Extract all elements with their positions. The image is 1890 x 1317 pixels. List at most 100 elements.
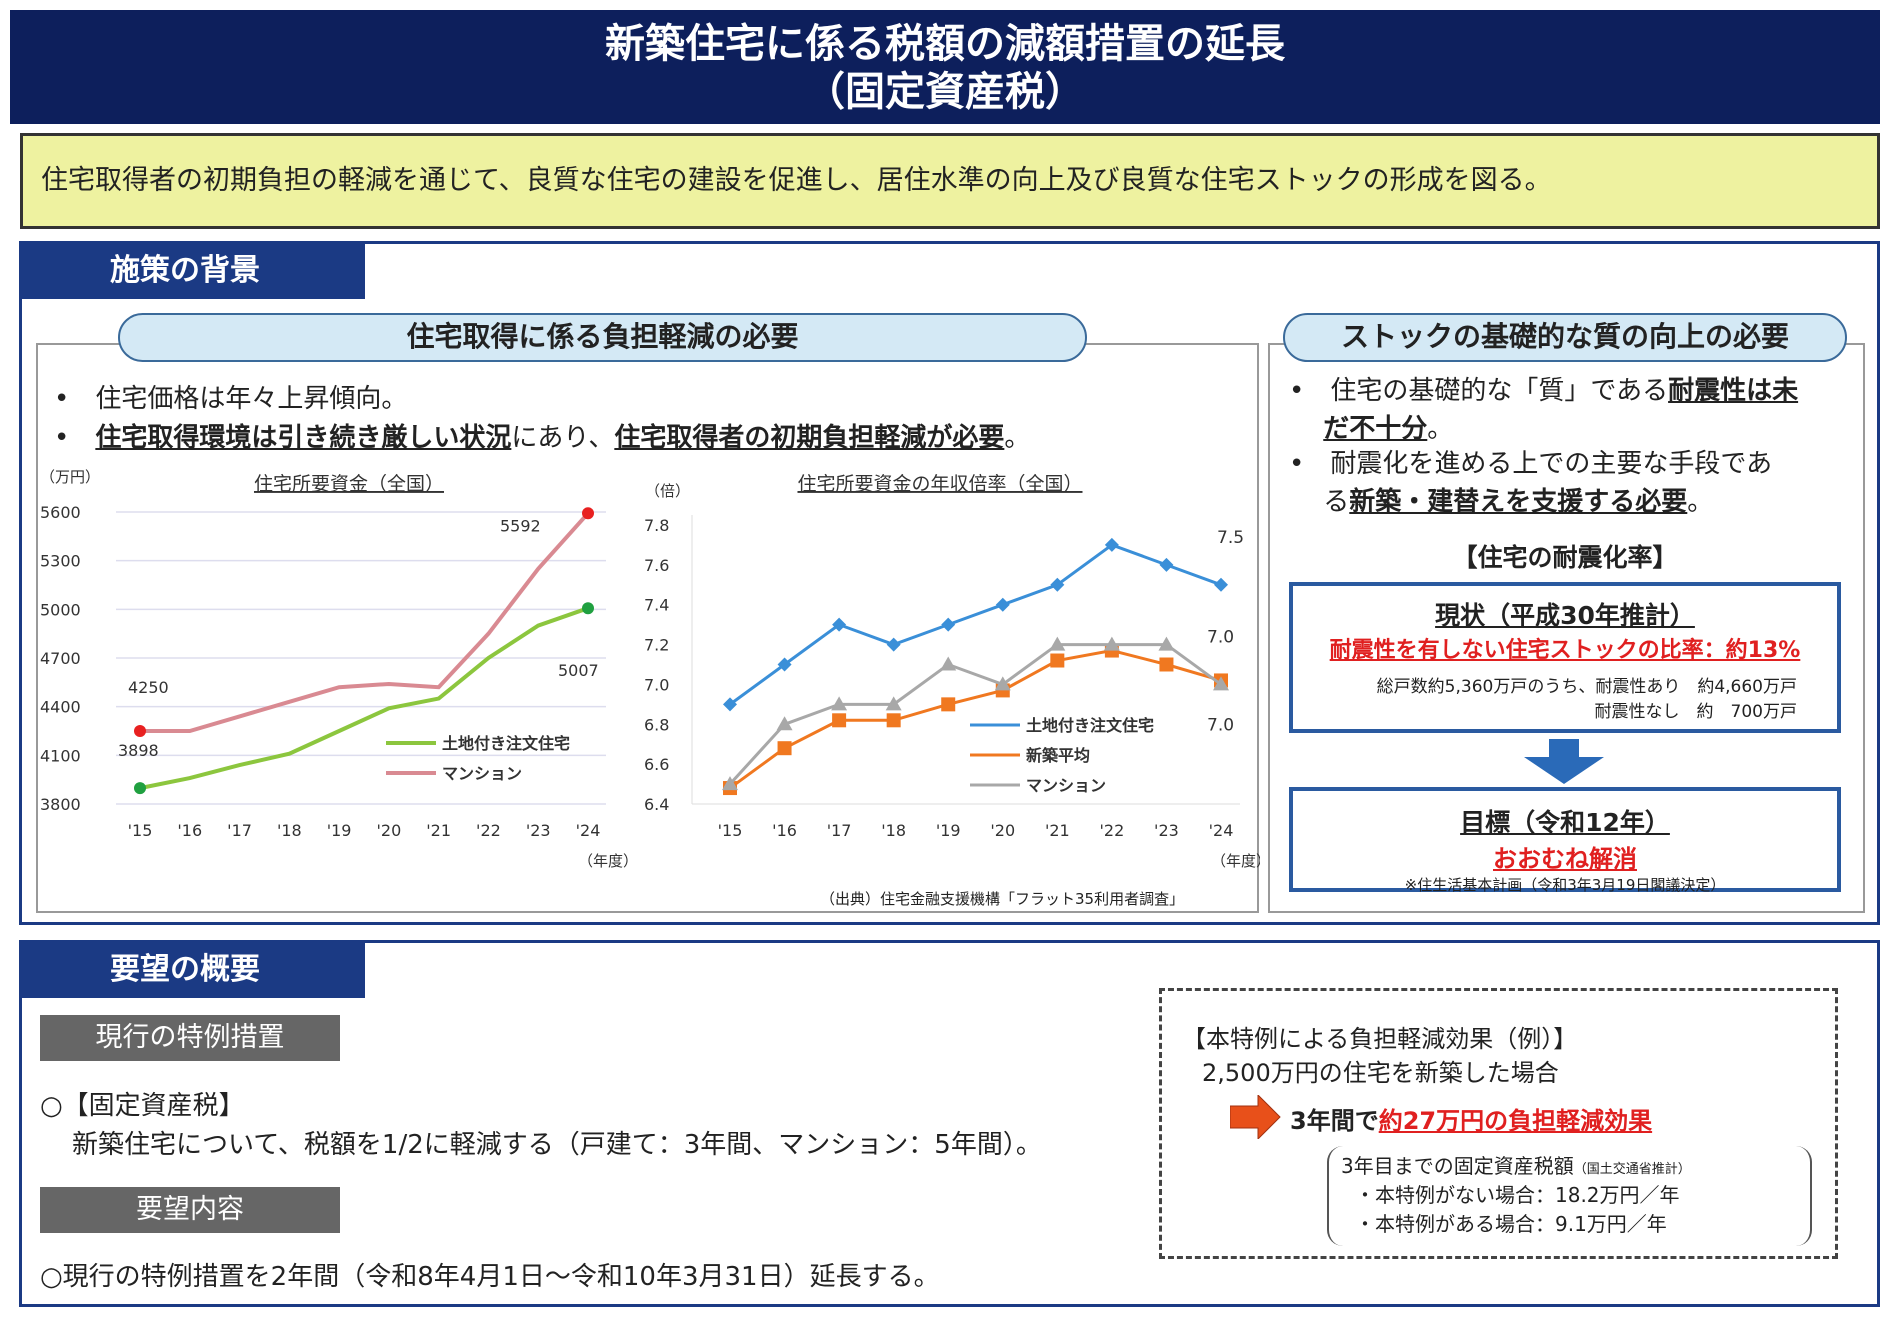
current-detail1: 総戸数約5,360万戸のうち、耐震性あり 約4,660万戸 [1376, 677, 1797, 697]
data-point [776, 716, 793, 731]
stock-header: ストックの基礎的な質の向上の必要 [1283, 313, 1847, 362]
target-note: ※住生活基本計画（令和3年3月19日閣議決定） [1404, 876, 1726, 894]
x-tick-label: '24 [1209, 821, 1234, 840]
series-line-0 [139, 606, 589, 791]
y-axis-label: （倍） [645, 482, 690, 500]
current-highlight: 耐震性を有しない住宅ストックの比率：約13% [1329, 638, 1801, 663]
current-title: 現状（平成30年推計） [1435, 601, 1695, 630]
effect-result-a: 3年間で [1290, 1107, 1379, 1135]
current-detail2: 耐震性なし 約 700万戸 [1594, 702, 1797, 722]
burden-header: 住宅取得に係る負担軽減の必要 [118, 313, 1087, 362]
y-tick-label: 7.6 [644, 556, 669, 575]
legend-label: マンション [1026, 776, 1106, 795]
y-tick-label: 7.8 [644, 516, 669, 535]
data-point [777, 741, 792, 756]
effect-box: 【本特例による負担軽減効果（例）】 2,500万円の住宅を新築した場合 3年間で… [1159, 988, 1838, 1259]
bullet-mid: にあり、 [511, 423, 615, 453]
chart-housing-funds: 住宅所要資金（全国） （万円） 5600 5300 5000 4700 4400 4100 38… [40, 468, 638, 870]
t: 住宅の基礎的な「質」である [1330, 376, 1669, 406]
right-arrow-icon [1230, 1095, 1281, 1139]
data-label: 5592 [500, 516, 541, 535]
bullet-text: 住宅価格は年々上昇傾向。 [95, 384, 408, 414]
data-point [1103, 636, 1120, 651]
data-label: 7.0 [1207, 715, 1234, 735]
x-tick-label: '18 [881, 821, 906, 840]
data-point [1049, 636, 1066, 651]
x-tick-label: '23 [1154, 821, 1179, 840]
data-point [886, 637, 901, 652]
y-tick-label: 6.4 [644, 795, 669, 814]
background-tab: 施策の背景 [22, 243, 365, 299]
effect-result: 3年間で約27万円の負担軽減効果 [1290, 1101, 1652, 1136]
x-tick-label: '16 [177, 821, 202, 840]
x-tick-label: '24 [576, 821, 601, 840]
y-tick-label: 3800 [40, 795, 81, 814]
current-measure-label: 現行の特例措置 [40, 1015, 340, 1061]
y-tick-label: 5600 [40, 503, 81, 522]
title-bar: 新築住宅に係る税額の減額措置の延長 （固定資産税） [10, 10, 1880, 124]
down-arrow-icon [1524, 739, 1604, 784]
x-axis-label: （年度） [578, 852, 638, 870]
tax-with: ・本特例がある場合：9.1万円／年 [1355, 1212, 1667, 1236]
t-u: 耐震性は未 [1668, 376, 1799, 406]
purpose-banner: 住宅取得者の初期負担の軽減を通じて、良質な住宅の建設を促進し、居住水準の向上及び… [20, 133, 1880, 229]
endpoint-marker [134, 725, 146, 737]
tax-note: （国土交通省推計） [1573, 1162, 1691, 1177]
data-label: 3898 [118, 741, 159, 760]
series-line-2 [728, 643, 1222, 786]
data-point [941, 697, 956, 712]
target-title: 目標（令和12年） [1460, 808, 1670, 837]
request-content-body: ○現行の特例措置を2年間（令和8年4月1日～令和10年3月31日）延長する。 [40, 1262, 940, 1292]
tax-bracket: 3年目までの固定資産税額（国土交通省推計） ・本特例がない場合：18.2万円／年… [1327, 1146, 1812, 1246]
data-point [994, 676, 1011, 691]
legend-label: マンション [442, 764, 522, 783]
data-label: 4250 [128, 678, 169, 697]
y-tick-label: 4400 [40, 698, 81, 717]
bullet-u2: 住宅取得者の初期負担軽減が必要 [614, 423, 1005, 453]
series-line-1 [140, 511, 590, 733]
chart-title: 住宅所要資金の年収倍率（全国） [797, 473, 1082, 495]
y-tick-label: 4100 [40, 746, 81, 765]
data-point [995, 597, 1010, 612]
y-axis-label: （万円） [40, 468, 100, 486]
data-label: 5007 [558, 661, 599, 680]
chart-title: 住宅所要資金（全国） [254, 473, 444, 495]
x-tick-label: '17 [827, 821, 852, 840]
data-point [723, 697, 737, 712]
data-point [886, 713, 901, 728]
data-point [1050, 653, 1065, 668]
burden-panel [36, 343, 1259, 913]
legend-label: 土地付き注文住宅 [1026, 716, 1154, 735]
bullet-price-rise: • 住宅価格は年々上昇傾向。 [54, 384, 408, 414]
title-line1: 新築住宅に係る税額の減額措置の延長 [605, 21, 1285, 67]
endpoint-marker [582, 602, 594, 615]
current-measure-head: ○【固定資産税】 [40, 1091, 245, 1121]
effect-title: 【本特例による負担軽減効果（例）】 [1182, 1025, 1578, 1053]
data-point [1214, 577, 1228, 592]
y-tick-label: 7.4 [644, 596, 669, 615]
data-point [941, 617, 956, 632]
t-u2: だ不十分 [1323, 414, 1428, 444]
current-status-box: 現状（平成30年推計） 耐震性を有しない住宅ストックの比率：約13% 総戸数約5… [1289, 582, 1841, 733]
t-end: 。 [1427, 414, 1454, 444]
target-box: 目標（令和12年） おおむね解消 ※住生活基本計画（令和3年3月19日閣議決定） [1289, 787, 1841, 894]
rate-title: 【住宅の耐震化率】 [1452, 543, 1678, 572]
t-end: 。 [1687, 487, 1714, 517]
data-point [832, 617, 847, 632]
tax-without: ・本特例がない場合：18.2万円／年 [1355, 1183, 1680, 1207]
data-label: 7.5 [1217, 528, 1244, 548]
request-tab: 要望の概要 [22, 942, 365, 998]
data-point [1050, 577, 1065, 592]
title-line2: （固定資産税） [805, 69, 1085, 115]
tax-title: 3年目までの固定資産税額（国土交通省推計） [1329, 1150, 1810, 1179]
t-u: 新築・建替えを支援する必要 [1349, 487, 1688, 517]
chart-income-ratio: 住宅所要資金の年収倍率（全国） （倍） 7.8 7.6 7.4 7.2 7.0 6.8 6.6 6… [644, 473, 1260, 870]
y-tick-label: 5000 [40, 600, 81, 619]
bullet-burden: • 住宅取得環境は引き続き厳しい状況にあり、住宅取得者の初期負担軽減が必要。 [54, 423, 1031, 453]
x-tick-label: '17 [227, 821, 252, 840]
x-tick-label: '20 [377, 821, 402, 840]
x-tick-label: '20 [990, 821, 1015, 840]
current-measure-body: 新築住宅について、税額を1/2に軽減する（戸建て：3年間、マンション：5年間）。 [72, 1130, 1042, 1160]
data-point [1104, 537, 1119, 552]
x-tick-label: '19 [936, 821, 961, 840]
